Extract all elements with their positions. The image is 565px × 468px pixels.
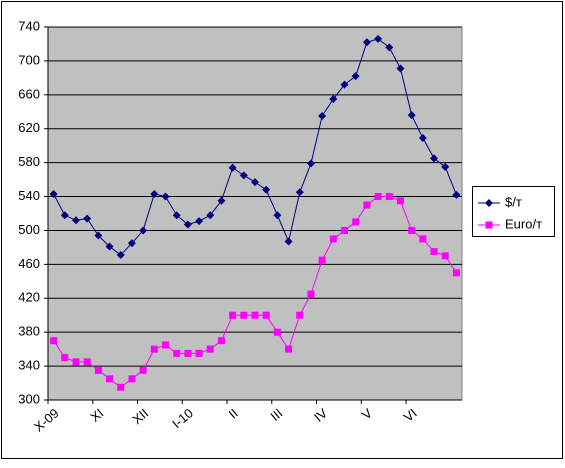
- data-point: [173, 349, 181, 357]
- y-tick-label: 700: [18, 52, 40, 67]
- data-point: [251, 311, 259, 319]
- data-point: [217, 196, 226, 205]
- data-point: [341, 226, 349, 234]
- data-point: [430, 154, 439, 163]
- data-point: [408, 226, 416, 234]
- data-point: [71, 216, 80, 225]
- data-point: [94, 231, 103, 240]
- data-point: [273, 328, 281, 336]
- y-tick-label: 660: [18, 86, 40, 101]
- legend-label: $/т: [505, 194, 522, 209]
- y-tick-label: 340: [18, 358, 40, 373]
- data-point: [262, 311, 270, 319]
- data-point: [195, 217, 204, 226]
- data-point: [285, 345, 293, 353]
- plot-area: [47, 26, 463, 401]
- data-point: [139, 226, 148, 235]
- data-point: [374, 34, 383, 43]
- data-point: [139, 366, 147, 374]
- data-point: [184, 349, 192, 357]
- data-point: [430, 248, 438, 256]
- data-point: [363, 201, 371, 209]
- y-tick-label: 300: [18, 391, 40, 406]
- data-point: [407, 111, 416, 120]
- data-point: [329, 95, 338, 104]
- data-point: [206, 345, 214, 353]
- data-point: [94, 366, 102, 374]
- data-point: [50, 337, 58, 345]
- data-point: [340, 80, 349, 89]
- y-tick-label: 540: [18, 188, 40, 203]
- data-point: [306, 159, 315, 168]
- data-point: [318, 256, 326, 264]
- data-point: [161, 192, 170, 201]
- data-point: [217, 337, 225, 345]
- data-point: [307, 290, 315, 298]
- data-point: [83, 358, 91, 366]
- data-point: [116, 251, 125, 260]
- data-point: [206, 211, 215, 220]
- y-tick-label: 460: [18, 256, 40, 271]
- data-point: [105, 242, 114, 251]
- data-point: [128, 375, 136, 383]
- data-point: [106, 375, 114, 383]
- data-point: [49, 190, 58, 199]
- data-point: [351, 72, 360, 81]
- legend-marker: [485, 221, 493, 229]
- data-point: [352, 218, 360, 226]
- data-point: [419, 235, 427, 243]
- data-point: [329, 235, 337, 243]
- data-point: [273, 211, 282, 220]
- data-point: [452, 269, 460, 277]
- data-point: [72, 358, 80, 366]
- y-tick-label: 580: [18, 154, 40, 169]
- legend-marker: [485, 199, 493, 207]
- y-tick-label: 420: [18, 290, 40, 305]
- data-point: [117, 383, 125, 391]
- data-point: [228, 163, 237, 172]
- data-point: [195, 349, 203, 357]
- data-point: [284, 237, 293, 246]
- data-point: [452, 190, 461, 199]
- data-point: [262, 185, 271, 194]
- data-point: [172, 211, 181, 220]
- data-point: [150, 345, 158, 353]
- data-point: [362, 38, 371, 47]
- y-tick-label: 740: [18, 18, 40, 33]
- data-point: [251, 178, 259, 187]
- data-point: [127, 239, 136, 248]
- y-tick-label: 500: [18, 222, 40, 237]
- data-point: [229, 311, 237, 319]
- data-point: [441, 252, 449, 260]
- data-point: [296, 311, 304, 319]
- data-point: [318, 112, 327, 121]
- data-point: [385, 193, 393, 201]
- data-point: [60, 211, 69, 220]
- data-point: [374, 193, 382, 201]
- data-point: [83, 214, 92, 223]
- y-tick-label: 380: [18, 324, 40, 339]
- legend-label: Euro/т: [505, 216, 542, 231]
- data-point: [183, 220, 192, 229]
- data-point: [150, 190, 159, 199]
- data-point: [239, 171, 248, 180]
- data-point: [61, 354, 69, 362]
- y-tick-label: 620: [18, 120, 40, 135]
- data-point: [385, 43, 394, 52]
- data-point: [396, 64, 405, 73]
- data-point: [295, 188, 304, 197]
- data-point: [441, 162, 450, 171]
- data-point: [418, 134, 427, 143]
- data-point: [396, 197, 404, 205]
- data-point: [161, 341, 169, 349]
- data-point: [240, 311, 248, 319]
